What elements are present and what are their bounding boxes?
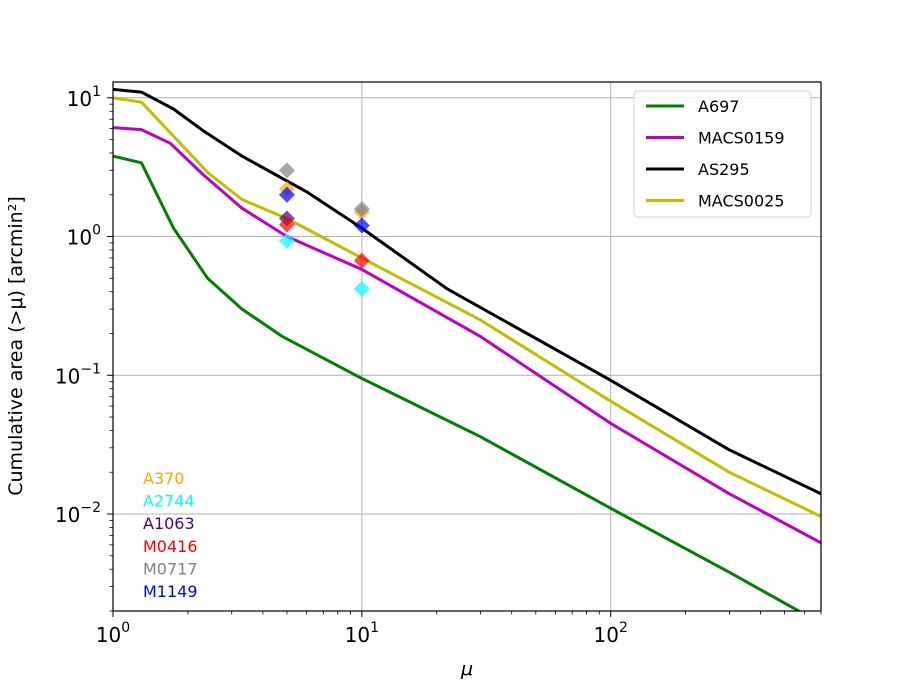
x-tick-label: 101 [345,620,379,647]
marker-m1149 [278,186,295,203]
y-tick-label: 100 [67,223,101,250]
x-axis-title: μ [460,658,473,680]
series-line-as295 [113,87,821,496]
cluster-label-a1063: A1063 [143,514,195,533]
cluster-label-a2744: A2744 [143,492,195,511]
cluster-labels: A370 A2744 A1063 M0416 M0717 M1149 [143,469,198,601]
y-tick-label: 10−2 [55,500,101,527]
legend: A697 MACS0159 AS295 MACS0025 [633,90,812,218]
cluster-markers [278,162,370,297]
cluster-label-a370: A370 [143,469,184,488]
cluster-label-m0717: M0717 [143,559,198,578]
cluster-label-m0416: M0416 [143,537,198,556]
cluster-label-m1149: M1149 [143,582,198,601]
legend-label: MACS0025 [698,192,785,211]
y-axis-title: Cumulative area (>μ) [arcmin²] [5,196,27,496]
series-line-a697 [113,154,802,611]
legend-label: AS295 [698,160,750,179]
marker-m0717 [278,162,295,179]
marker-m0416 [278,216,295,233]
grid [113,82,821,611]
marker-a2744 [278,232,295,249]
marker-m0717 [353,200,370,217]
y-tick-label: 10−1 [55,361,101,388]
legend-label: MACS0159 [698,129,785,148]
legend-box [633,90,812,218]
x-tick-label: 102 [594,620,628,647]
marker-m1149 [353,217,370,234]
marker-m0416 [353,252,370,269]
axis-ticks: 100 101 102 101 100 10−1 10−2 [55,84,822,647]
plot-frame [112,81,822,612]
marker-a2744 [353,280,370,297]
legend-label: A697 [698,97,739,116]
y-tick-label: 101 [67,84,101,111]
x-tick-label: 100 [96,620,130,647]
